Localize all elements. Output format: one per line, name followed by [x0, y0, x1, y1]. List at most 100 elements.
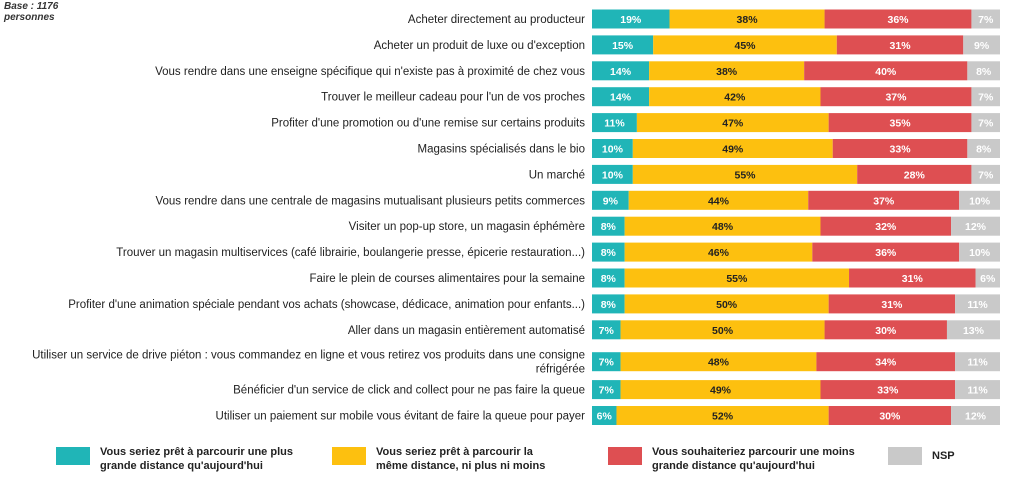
category-label: réfrigérée [536, 364, 585, 376]
data-label: 11% [967, 357, 988, 369]
category-label: Trouver un magasin multiservices (café l… [116, 247, 585, 259]
data-label: 13% [963, 325, 985, 337]
bar-segment-shorter [808, 190, 960, 210]
category-label: Visiter un pop-up store, un magasin éphé… [349, 221, 585, 233]
bar-segment-same [669, 9, 825, 29]
bar-segment-same [649, 87, 821, 107]
category-label: Un marché [529, 169, 585, 181]
data-label: 7% [599, 385, 615, 397]
category-label: Profiter d'une animation spéciale pendan… [68, 299, 585, 311]
data-label: 8% [976, 144, 992, 156]
category-label: Profiter d'une promotion ou d'une remise… [271, 118, 585, 130]
data-label: 47% [722, 118, 744, 130]
bar-segment-shorter [812, 242, 960, 262]
data-label: 12% [965, 411, 987, 423]
legend-swatch-same [332, 447, 366, 465]
bar-segment-farther [592, 61, 650, 81]
legend-swatch-nsp [888, 447, 922, 465]
data-label: 40% [875, 66, 897, 78]
category-label: Bénéficier d'un service de click and col… [233, 385, 585, 397]
bar-segment-farther [592, 9, 670, 29]
legend-label-farther: Vous seriez prêt à parcourir une plus gr… [100, 446, 293, 472]
category-label: Utiliser un paiement sur mobile vous évi… [216, 411, 586, 423]
bar-segment-same [620, 380, 821, 400]
bar-segment-farther [592, 352, 621, 372]
data-label: 52% [712, 411, 734, 423]
bar-segment-shorter [828, 406, 952, 425]
bar-segment-nsp [959, 190, 1000, 210]
data-label: 36% [875, 247, 897, 259]
bar-segment-farther [592, 87, 650, 107]
bar-segment-farther [592, 139, 633, 158]
data-label: 35% [890, 118, 912, 130]
data-label: 30% [879, 411, 901, 423]
bar-segment-same [624, 294, 829, 314]
data-label: 45% [734, 40, 756, 52]
category-label: Magasins spécialisés dans le bio [418, 144, 585, 156]
bar-segment-shorter [824, 320, 947, 340]
data-label: 8% [601, 247, 617, 259]
bar-segment-nsp [959, 242, 1000, 262]
bar-segment-shorter [824, 9, 972, 29]
data-label: 30% [875, 325, 897, 337]
data-label: 10% [969, 195, 991, 207]
bar-segment-nsp [971, 87, 1000, 107]
data-label: 10% [602, 144, 624, 156]
data-label: 34% [875, 357, 897, 369]
data-label: 7% [978, 92, 994, 104]
bar-segment-farther [592, 242, 625, 262]
data-label: 10% [969, 247, 991, 259]
category-label: Faire le plein de courses alimentaires p… [309, 273, 585, 285]
data-label: 8% [601, 221, 617, 233]
bar-segment-farther [592, 190, 629, 210]
data-label: 15% [612, 40, 634, 52]
bar-segment-farther [592, 164, 633, 184]
data-label: 46% [708, 247, 730, 259]
data-label: 38% [716, 66, 738, 78]
bar-segment-same [636, 113, 829, 133]
bar-segment-same [620, 320, 825, 340]
data-label: 6% [980, 273, 996, 285]
data-label: 55% [726, 273, 748, 285]
data-label: 7% [978, 14, 994, 26]
data-label: 9% [603, 195, 619, 207]
bar-segment-farther [592, 216, 625, 236]
bar-segment-shorter [832, 139, 968, 158]
data-label: 11% [967, 385, 988, 397]
data-label: 8% [601, 299, 617, 311]
data-label: 10% [602, 169, 624, 181]
bar-segment-same [649, 61, 805, 81]
data-label: 8% [976, 66, 992, 78]
data-label: 9% [974, 40, 990, 52]
bar-segment-shorter [836, 35, 964, 55]
bar-segment-same [653, 35, 837, 55]
data-label: 12% [965, 221, 987, 233]
bar-segment-shorter [828, 113, 972, 133]
bar-segment-same [620, 352, 817, 372]
bar-segment-same [624, 216, 821, 236]
data-label: 6% [597, 411, 613, 423]
bar-segment-farther [592, 294, 625, 314]
stacked-bar-chart: Acheter directement au producteur 19% 38% 3… [32, 9, 1000, 425]
data-label: 37% [885, 92, 907, 104]
data-label: 50% [716, 299, 738, 311]
legend-swatch-shorter [608, 447, 642, 465]
bar-segment-same [616, 406, 829, 425]
data-label: 7% [978, 169, 994, 181]
bar-segment-shorter [816, 352, 956, 372]
bar-segment-nsp [963, 35, 1000, 55]
bar-segment-same [628, 190, 809, 210]
legend: Vous seriez prêt à parcourir une plus gr… [0, 440, 1024, 476]
data-label: 7% [978, 118, 994, 130]
legend-item-shorter: Vous souhaiteriez parcourir une moins gr… [608, 445, 855, 473]
bar-segment-same [624, 268, 850, 288]
data-label: 44% [708, 195, 730, 207]
bar-segment-nsp [951, 406, 1000, 425]
data-label: 31% [890, 40, 912, 52]
bar-segment-shorter [820, 216, 952, 236]
bar-segment-shorter [849, 268, 976, 288]
bar-segment-shorter [828, 294, 956, 314]
bar-segment-nsp [975, 268, 1000, 288]
category-label: Vous rendre dans une enseigne spécifique… [155, 66, 585, 78]
bar-segment-same [632, 164, 858, 184]
